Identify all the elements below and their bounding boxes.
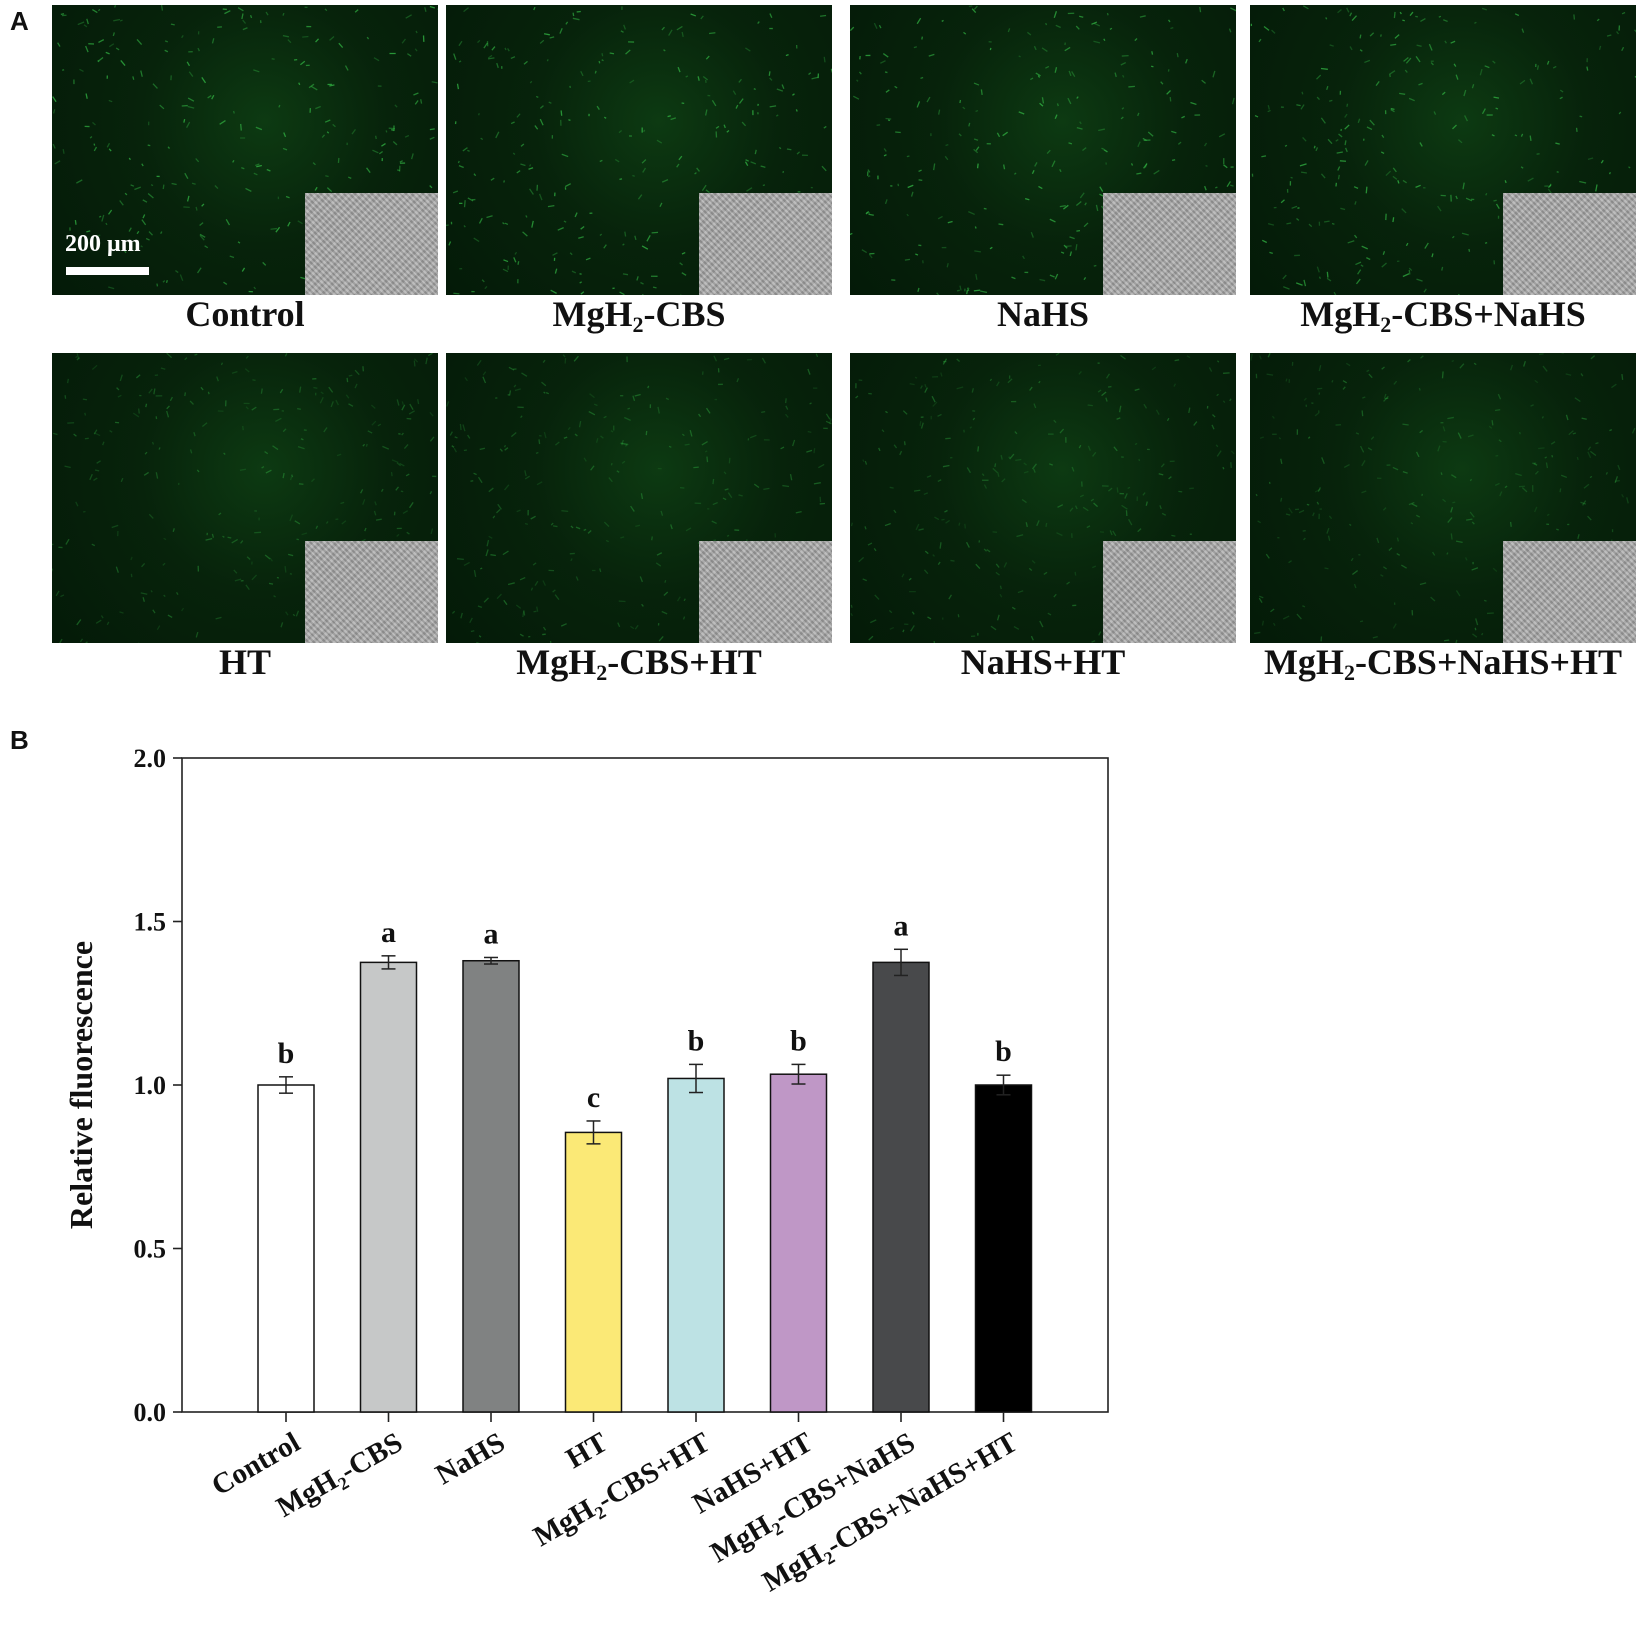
plot-frame: [181, 757, 1109, 1413]
micrograph: [850, 5, 1236, 295]
brightfield-inset: [1503, 541, 1636, 643]
x-tick-label: NaHS: [430, 1426, 510, 1491]
y-tick-label: 0.0: [134, 1398, 167, 1427]
brightfield-inset: [699, 541, 832, 643]
significance-letter: b: [278, 1037, 295, 1070]
x-tick-label: HT: [561, 1426, 613, 1475]
micrograph: [850, 353, 1236, 643]
micrograph: 200 μm: [52, 5, 438, 295]
micrograph-label: MgH2-CBS+NaHS: [1300, 294, 1586, 337]
panel-b-letter: B: [10, 725, 29, 755]
brightfield-inset: [305, 193, 438, 295]
brightfield-inset: [1103, 541, 1236, 643]
scale-bar-label: 200 μm: [65, 231, 141, 257]
brightfield-inset: [699, 193, 832, 295]
micrograph-label: HT: [218, 642, 271, 682]
micrograph-label: MgH2-CBS+NaHS+HT: [1263, 642, 1623, 685]
bar: [257, 1084, 315, 1413]
y-tick-label: 1.5: [134, 908, 167, 937]
micrograph-label: MgH2-CBS: [552, 294, 726, 337]
significance-letter: a: [381, 916, 396, 949]
bar: [564, 1131, 623, 1413]
micrograph-label: NaHS: [996, 294, 1090, 334]
brightfield-inset: [305, 541, 438, 643]
panel-a-letter: A: [10, 6, 29, 36]
y-tick-label: 2.0: [134, 744, 167, 773]
bar: [462, 959, 520, 1413]
significance-letter: b: [688, 1024, 705, 1057]
bar: [359, 961, 418, 1413]
scale-bar: [66, 267, 149, 275]
micrograph-label: NaHS+HT: [960, 642, 1126, 682]
y-tick-label: 0.5: [134, 1235, 167, 1264]
micrograph: [1250, 5, 1636, 295]
micrograph: [446, 353, 832, 643]
micrograph: [446, 5, 832, 295]
bar: [667, 1077, 725, 1413]
y-axis-label: Relative fluorescence: [63, 941, 99, 1229]
significance-letter: b: [995, 1035, 1012, 1068]
significance-letter: a: [484, 917, 499, 950]
micrograph: [52, 353, 438, 643]
micrograph: [1250, 353, 1636, 643]
significance-letter: c: [587, 1081, 600, 1114]
significance-letter: a: [894, 909, 909, 942]
brightfield-inset: [1103, 193, 1236, 295]
bar: [872, 961, 930, 1413]
micrograph-label: MgH2-CBS+HT: [516, 642, 762, 685]
fluorescence-texture: [446, 353, 832, 643]
bar: [769, 1073, 828, 1413]
fluorescence-texture: [850, 5, 1236, 295]
fluorescence-texture: [446, 6, 832, 295]
significance-letter: b: [790, 1024, 807, 1057]
micrograph-label: Control: [185, 294, 305, 334]
y-tick-label: 1.0: [134, 1071, 167, 1100]
bar: [974, 1084, 1033, 1413]
brightfield-inset: [1503, 193, 1636, 295]
